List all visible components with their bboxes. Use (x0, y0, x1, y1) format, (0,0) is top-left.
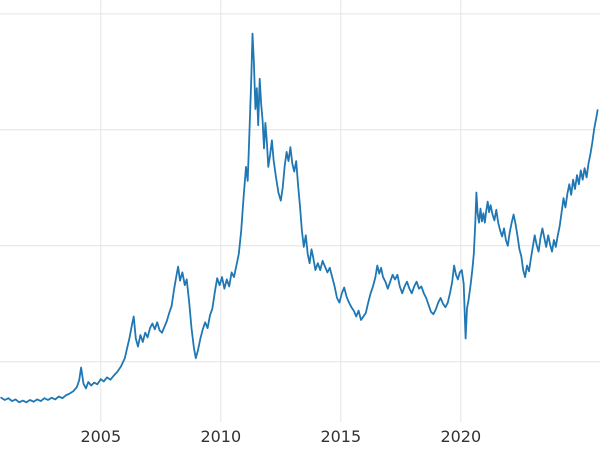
x-tick-label: 2005 (80, 427, 121, 446)
x-tick-label: 2010 (200, 427, 241, 446)
x-tick-label: 2015 (320, 427, 361, 446)
x-tick-label: 2020 (440, 427, 481, 446)
price-line (0, 32, 599, 404)
